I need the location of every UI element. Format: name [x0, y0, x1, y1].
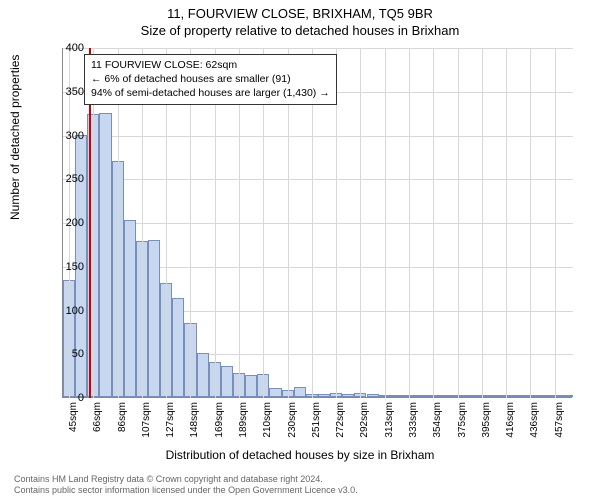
- address-title: 11, FOURVIEW CLOSE, BRIXHAM, TQ5 9BR: [0, 0, 600, 21]
- histogram-bar: [269, 388, 281, 397]
- histogram-bar: [415, 395, 427, 397]
- gridline-v: [555, 48, 556, 398]
- histogram-bar: [536, 395, 548, 397]
- x-tick-label: 416sqm: [505, 402, 516, 452]
- gridline-v: [360, 48, 361, 398]
- histogram-bar: [488, 395, 500, 397]
- x-tick-label: 127sqm: [165, 402, 176, 452]
- histogram-bar: [99, 113, 111, 397]
- histogram-bar: [245, 375, 257, 397]
- y-axis-label: Number of detached properties: [8, 55, 22, 220]
- annotation-box: 11 FOURVIEW CLOSE: 62sqm ← 6% of detache…: [84, 54, 337, 105]
- annotation-line3: 94% of semi-detached houses are larger (…: [91, 86, 330, 100]
- x-tick-label: 189sqm: [238, 402, 249, 452]
- y-tick-label: 100: [44, 305, 84, 317]
- gridline-v: [385, 48, 386, 398]
- histogram-bar: [221, 366, 233, 397]
- histogram-bar: [124, 220, 136, 397]
- histogram-bar: [561, 395, 573, 397]
- chart-area: 11 FOURVIEW CLOSE: 62sqm ← 6% of detache…: [62, 48, 572, 398]
- x-tick-label: 169sqm: [214, 402, 225, 452]
- x-tick-label: 375sqm: [457, 402, 468, 452]
- chart-container: 11, FOURVIEW CLOSE, BRIXHAM, TQ5 9BR Siz…: [0, 0, 600, 500]
- x-tick-label: 436sqm: [529, 402, 540, 452]
- histogram-bar: [318, 394, 330, 397]
- gridline-v: [458, 48, 459, 398]
- x-tick-label: 272sqm: [335, 402, 346, 452]
- gridline-h: [63, 179, 573, 180]
- histogram-bar: [294, 387, 306, 398]
- histogram-bar: [391, 395, 403, 397]
- y-tick-label: 350: [44, 86, 84, 98]
- gridline-v: [530, 48, 531, 398]
- x-tick-label: 66sqm: [92, 402, 103, 452]
- x-tick-label: 86sqm: [117, 402, 128, 452]
- histogram-bar: [464, 395, 476, 397]
- x-tick-label: 333sqm: [408, 402, 419, 452]
- gridline-h: [63, 48, 573, 49]
- attribution-line2: Contains public sector information licen…: [14, 485, 590, 496]
- histogram-bar: [148, 240, 160, 398]
- y-tick-label: 300: [44, 130, 84, 142]
- x-tick-label: 457sqm: [554, 402, 565, 452]
- histogram-bar: [342, 394, 354, 397]
- x-tick-label: 230sqm: [287, 402, 298, 452]
- histogram-bar: [197, 353, 209, 397]
- histogram-bar: [512, 395, 524, 397]
- gridline-h: [63, 136, 573, 137]
- x-tick-label: 45sqm: [68, 402, 79, 452]
- x-tick-label: 395sqm: [481, 402, 492, 452]
- histogram-bar: [439, 395, 451, 397]
- y-tick-label: 50: [44, 348, 84, 360]
- x-tick-label: 210sqm: [262, 402, 273, 452]
- y-tick-label: 250: [44, 173, 84, 185]
- x-tick-label: 354sqm: [432, 402, 443, 452]
- x-tick-label: 148sqm: [189, 402, 200, 452]
- gridline-v: [433, 48, 434, 398]
- x-tick-label: 292sqm: [359, 402, 370, 452]
- gridline-v: [506, 48, 507, 398]
- attribution: Contains HM Land Registry data © Crown c…: [14, 474, 590, 497]
- y-tick-label: 150: [44, 261, 84, 273]
- x-tick-label: 251sqm: [311, 402, 322, 452]
- chart-subtitle: Size of property relative to detached ho…: [0, 21, 600, 38]
- annotation-line2: ← 6% of detached houses are smaller (91): [91, 72, 330, 86]
- x-tick-label: 313sqm: [384, 402, 395, 452]
- gridline-h: [63, 223, 573, 224]
- histogram-bar: [172, 298, 184, 397]
- y-tick-label: 400: [44, 42, 84, 54]
- histogram-bar: [367, 394, 379, 397]
- annotation-line1: 11 FOURVIEW CLOSE: 62sqm: [91, 58, 330, 72]
- gridline-v: [482, 48, 483, 398]
- x-tick-label: 107sqm: [141, 402, 152, 452]
- attribution-line1: Contains HM Land Registry data © Crown c…: [14, 474, 590, 485]
- y-tick-label: 200: [44, 217, 84, 229]
- gridline-v: [409, 48, 410, 398]
